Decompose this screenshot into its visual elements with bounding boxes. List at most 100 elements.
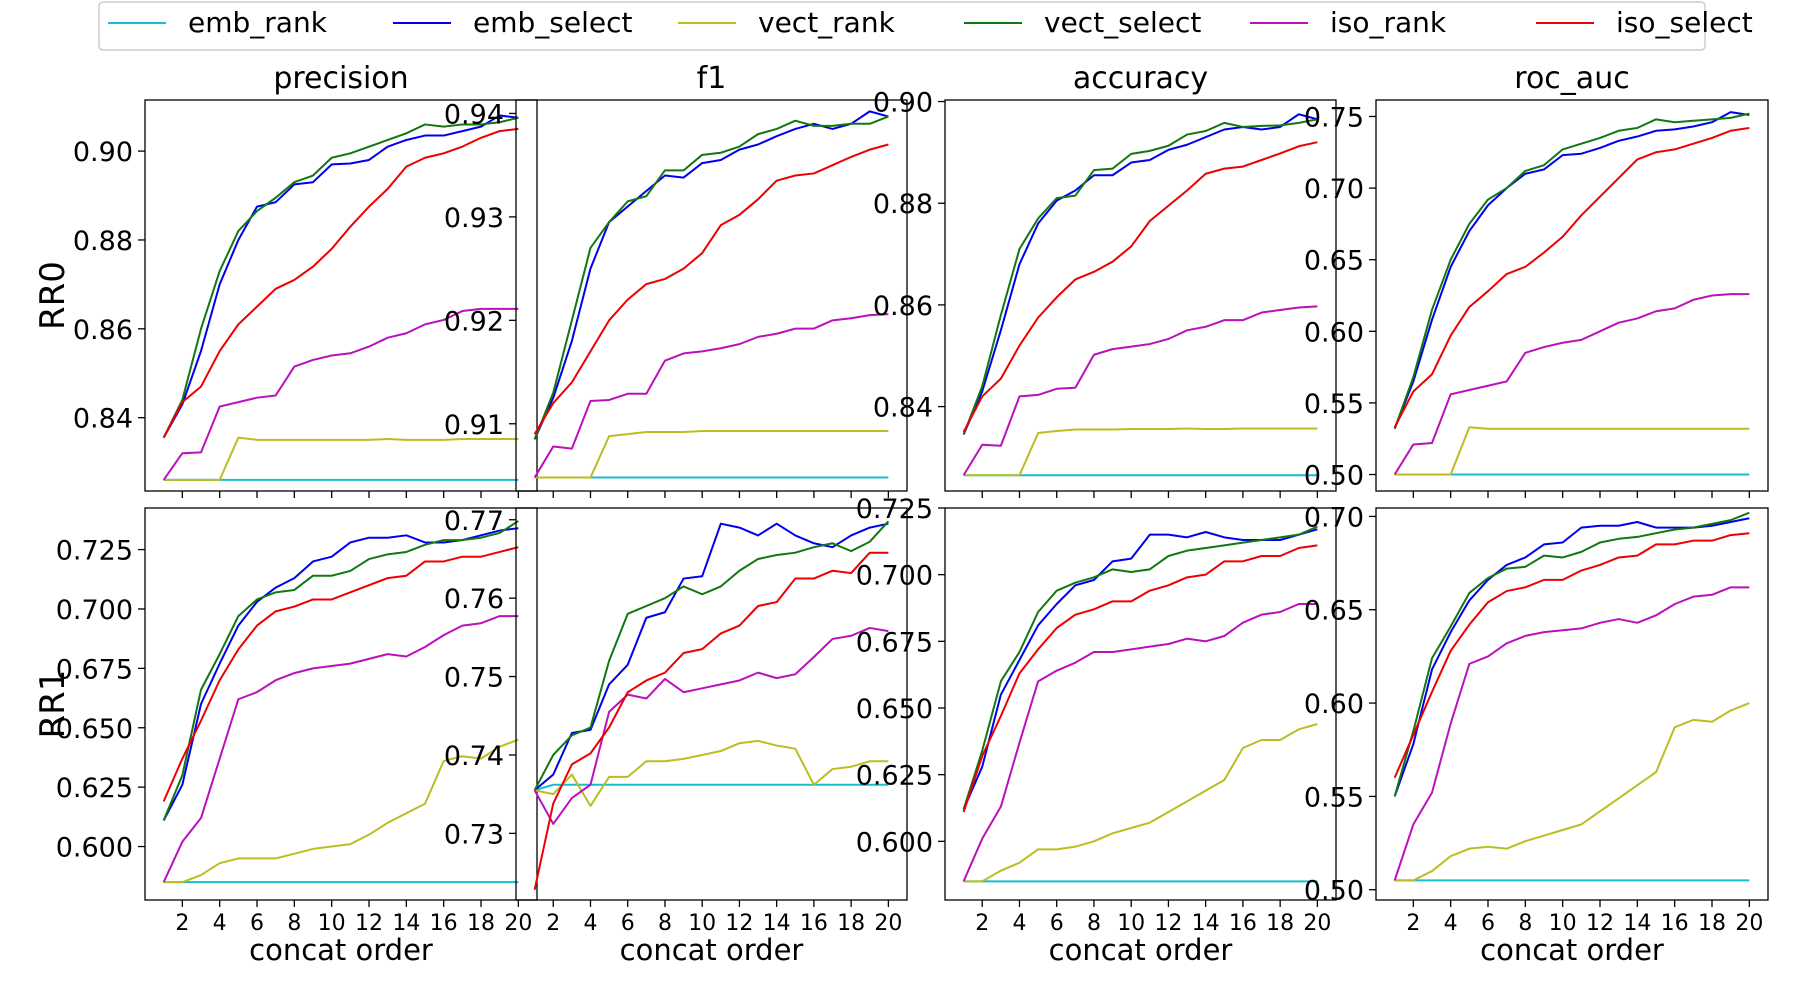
series-line-iso-select — [533, 551, 889, 891]
subplot-precision: 0.84 0.86 0.88 0.90 precision — [73, 61, 538, 498]
x-tick-label: 8 — [1087, 911, 1101, 936]
series-line-vect-select — [1393, 511, 1750, 797]
x-tick-label: 16 — [430, 911, 458, 936]
y-tick-label: 0.92 — [444, 306, 504, 337]
y-tick-label: 0.700 — [56, 595, 133, 626]
legend-entry-emb-rank: emb_rank — [108, 6, 328, 39]
y-tick-label: 0.84 — [73, 404, 133, 435]
y-tick-label: 0.700 — [856, 561, 933, 592]
series-line-iso-rank — [1393, 293, 1750, 476]
y-tick-label: 0.600 — [56, 833, 133, 864]
series-line-iso-select — [1393, 532, 1750, 779]
y-tick-label: 0.725 — [856, 494, 933, 525]
series-line-vect-select — [162, 116, 519, 439]
series-line-iso-rank — [162, 307, 519, 481]
series-line-iso-rank — [1393, 586, 1750, 881]
x-axis-label: concat order — [249, 933, 433, 967]
x-tick-label: 2 — [1406, 911, 1420, 936]
x-tick-label: 14 — [392, 911, 420, 936]
legend-entry-iso-rank: iso_rank — [1250, 6, 1447, 39]
subplot-f1: 0.91 0.92 0.93 0.94 f1 — [444, 61, 908, 498]
y-tick-label: 0.91 — [444, 410, 504, 441]
legend-label: iso_rank — [1330, 6, 1447, 39]
series-line-vect-rank — [163, 436, 519, 481]
y-tick-label: 0.73 — [444, 819, 504, 850]
y-tick-label: 0.50 — [1304, 876, 1364, 907]
x-tick-label: 10 — [318, 911, 346, 936]
x-tick-label: 10 — [1549, 911, 1577, 936]
subplot-row1-col1: 0.73 0.74 0.75 0.76 0.77 2 4 6 8 10 12 14 16 18 20 conc… — [444, 506, 908, 967]
y-tick-label: 0.65 — [1304, 596, 1364, 627]
y-tick-label: 0.90 — [73, 137, 133, 168]
series-line-vect-select — [533, 520, 890, 791]
series-lines — [1393, 511, 1750, 882]
subplot-row1-col3: 0.50 0.55 0.60 0.65 0.70 2 4 6 8 10 12 14 16 18 20 conc… — [1304, 502, 1769, 967]
y-tick-label: 0.76 — [444, 584, 504, 615]
series-line-iso-select — [962, 544, 1318, 813]
x-tick-label: 10 — [1117, 911, 1145, 936]
legend-entry-vect-rank: vect_rank — [678, 6, 896, 39]
subplot-row1-col0: 0.600 0.625 0.650 0.675 0.700 0.725 2 4 6 8 10 12 14… — [56, 507, 538, 967]
axes-frame — [1375, 99, 1769, 492]
series-line-iso-rank — [962, 305, 1318, 476]
axes-frame — [515, 507, 908, 901]
x-tick-label: 16 — [1229, 911, 1257, 936]
y-tick-label: 0.70 — [1304, 174, 1364, 205]
x-tick-label: 16 — [1661, 911, 1689, 936]
y-tick-label: 0.88 — [73, 226, 133, 257]
legend-label: iso_select — [1616, 6, 1753, 39]
x-tick-label: 6 — [621, 911, 635, 936]
x-tick-label: 20 — [1303, 911, 1331, 936]
x-axis-label: concat order — [1049, 933, 1233, 967]
series-line-iso-select — [162, 546, 519, 802]
y-tick-label: 0.86 — [873, 291, 933, 322]
series-lines — [533, 110, 889, 479]
x-tick-label: 12 — [1586, 911, 1614, 936]
series-lines — [533, 520, 890, 891]
series-line-iso-select — [162, 127, 519, 439]
x-tick-label: 18 — [467, 911, 495, 936]
series-line-vect-rank — [1394, 702, 1750, 882]
y-tick-label: 0.650 — [856, 694, 933, 725]
series-line-vect-rank — [963, 723, 1318, 883]
y-tick-label: 0.60 — [1304, 317, 1364, 348]
series-line-emb-rank — [534, 783, 889, 792]
series-line-vect-rank — [534, 739, 889, 807]
y-tick-label: 0.625 — [856, 761, 933, 792]
y-tick-label: 0.90 — [873, 88, 933, 119]
series-line-vect-rank — [163, 738, 519, 884]
x-tick-label: 4 — [583, 911, 597, 936]
axes-frame — [1375, 507, 1769, 901]
row-label-rr1: RR1 — [33, 670, 73, 739]
x-tick-label: 12 — [355, 911, 383, 936]
legend-entry-vect-select: vect_select — [964, 6, 1201, 39]
subplot-row1-col2: 0.600 0.625 0.650 0.675 0.700 0.725 2 4 6 8 10 12 14… — [856, 494, 1337, 967]
x-tick-label: 6 — [250, 911, 264, 936]
subplot-grid: 0.84 0.86 0.88 0.90 precision 0.91 0.92 0.93 0.9… — [56, 61, 1769, 967]
y-tick-label: 0.93 — [444, 203, 504, 234]
series-line-iso-select — [1393, 126, 1750, 428]
y-tick-label: 0.600 — [856, 827, 933, 858]
series-line-vect-select — [162, 520, 519, 821]
series-line-iso-rank — [533, 313, 889, 479]
subplot-title: accuracy — [1073, 61, 1208, 96]
series-line-iso-select — [962, 141, 1318, 433]
subplot-title: precision — [273, 61, 408, 96]
x-tick-label: 14 — [1192, 911, 1220, 936]
axes-frame — [144, 507, 538, 901]
x-tick-label: 4 — [1012, 911, 1026, 936]
y-tick-label: 0.74 — [444, 741, 504, 772]
legend-label: vect_rank — [758, 6, 896, 39]
legend-entry-iso-select: iso_select — [1536, 6, 1753, 39]
y-tick-label: 0.55 — [1304, 389, 1364, 420]
row-label-rr0: RR0 — [33, 261, 73, 330]
x-tick-label: 12 — [725, 911, 753, 936]
x-tick-label: 6 — [1050, 911, 1064, 936]
y-tick-label: 0.75 — [1304, 102, 1364, 133]
subplot-title: roc_auc — [1514, 61, 1629, 96]
series-line-vect-rank — [534, 430, 889, 479]
y-tick-label: 0.70 — [1304, 502, 1364, 533]
row-labels: RR0 RR1 — [33, 261, 73, 738]
y-tick-label: 0.55 — [1304, 782, 1364, 813]
